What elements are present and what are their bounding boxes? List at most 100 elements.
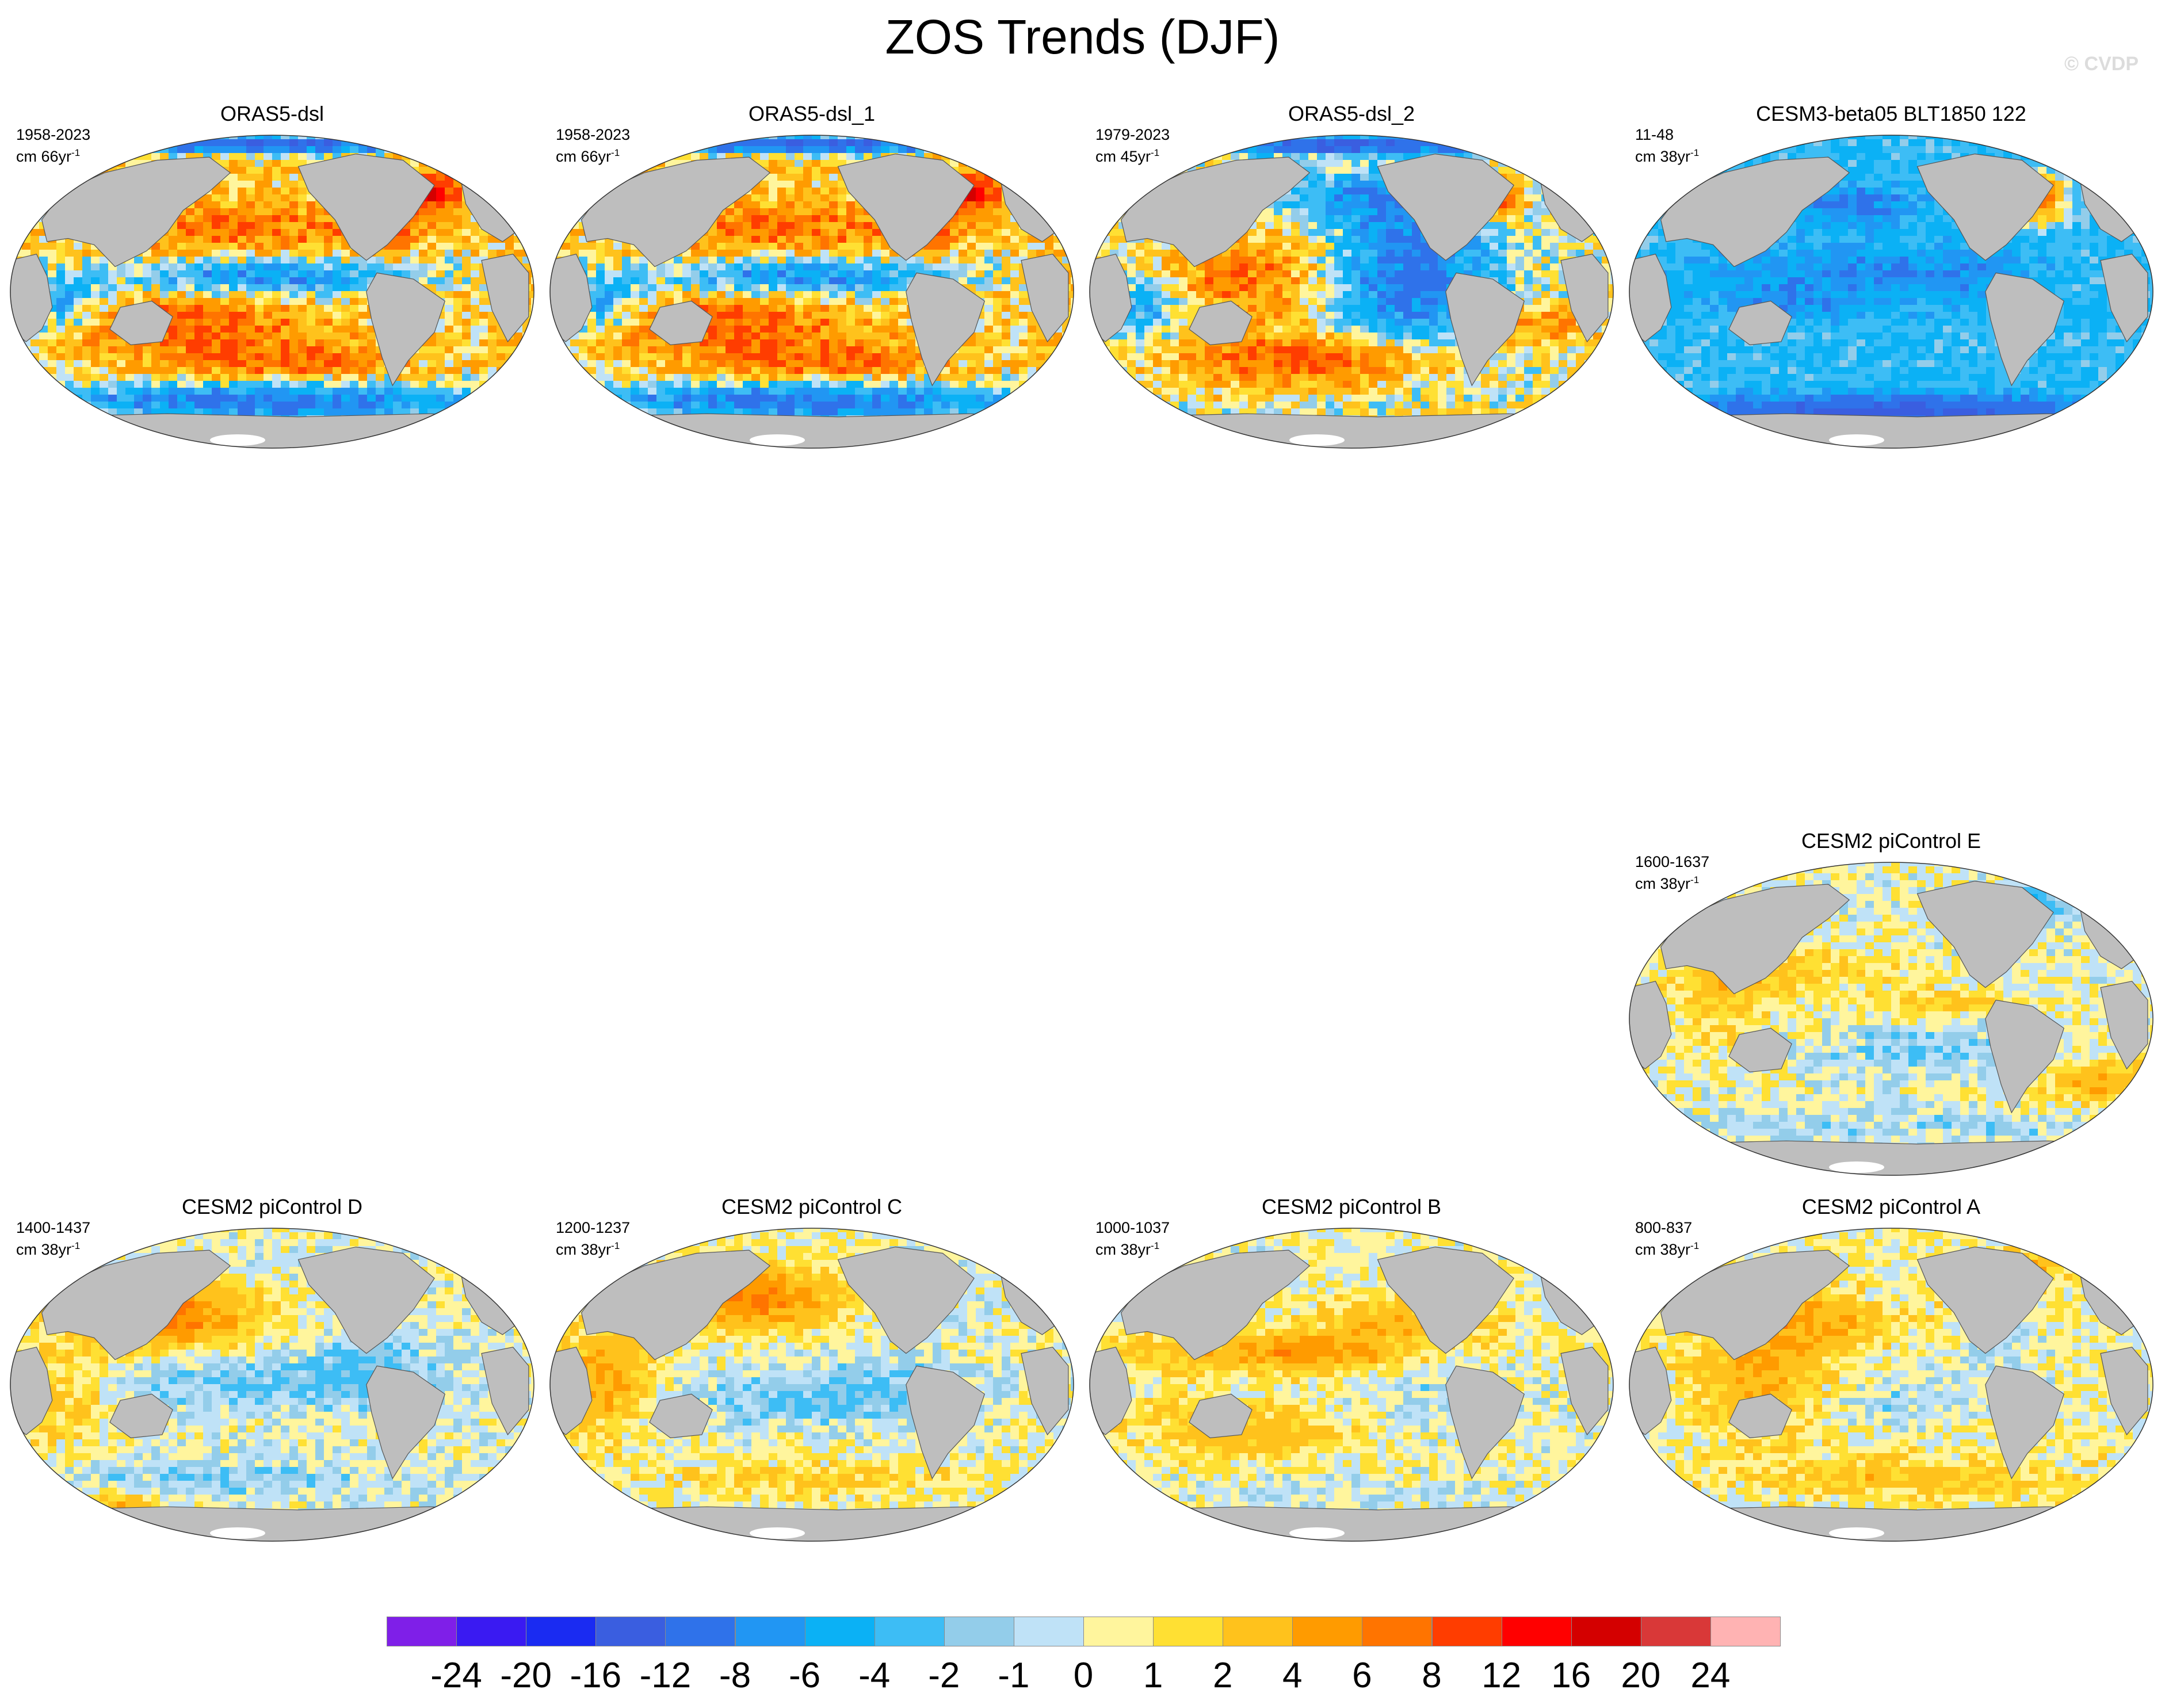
landmass-asia	[581, 1250, 771, 1361]
colorbar-swatch	[1571, 1617, 1641, 1646]
landmass-samerica	[1985, 1365, 2065, 1480]
trend-map	[1089, 135, 1614, 449]
landmass-antarctica	[1655, 1140, 2128, 1175]
colorbar-swatch	[1501, 1617, 1572, 1646]
colorbar-swatch	[665, 1617, 736, 1646]
map-border	[549, 1228, 1074, 1542]
panel-years: 1958-2023	[16, 125, 90, 144]
landmass-samerica	[366, 1365, 446, 1480]
colorbar-swatch	[735, 1617, 805, 1646]
colorbar-tick-label: -1	[982, 1656, 1045, 1696]
landmass-samerica	[1985, 999, 2065, 1114]
landmass-antarctica	[1115, 1506, 1588, 1541]
landmass-asia	[1660, 156, 1850, 268]
landmass-africa2	[1560, 1347, 1609, 1436]
map-panel-cesm2-picontrol-d: CESM2 piControl D 1400-1437 cm 38yr-1	[5, 1194, 540, 1551]
ice-shelf	[210, 1527, 265, 1539]
landmass-antarctica	[36, 413, 509, 448]
map-border	[10, 135, 534, 449]
ocean-trend-field	[550, 135, 1074, 448]
colorbar-swatch	[944, 1617, 1014, 1646]
colorbar-swatch	[526, 1617, 597, 1646]
trend-map	[1629, 135, 2153, 449]
landmass-samerica	[1445, 272, 1525, 387]
colorbar-tick-label: 1	[1121, 1656, 1185, 1696]
colorbar-tick-label: 20	[1609, 1656, 1673, 1696]
panel-years: 1400-1437	[16, 1218, 90, 1237]
landmass-namerica	[297, 153, 435, 261]
landmass-namerica	[1916, 1246, 2054, 1354]
ice-shelf	[750, 1527, 805, 1539]
landmass-samerica	[366, 272, 446, 387]
ocean-trend-field	[1629, 1228, 2153, 1541]
panel-title: ORAS5-dsl	[5, 101, 540, 127]
ice-shelf	[1829, 434, 1884, 446]
landmass-africa2	[481, 1347, 529, 1436]
colorbar-swatch	[1640, 1617, 1711, 1646]
landmass-australia	[1728, 1027, 1792, 1073]
panel-units: cm 66yr-1	[556, 144, 620, 166]
figure-title: ZOS Trends (DJF)	[0, 8, 2165, 66]
colorbar-tick-label: 24	[1679, 1656, 1742, 1696]
map-panel-cesm2-picontrol-c: CESM2 piControl C 1200-1237 cm 38yr-1	[544, 1194, 1079, 1551]
colorbar-tick-label: 8	[1400, 1656, 1464, 1696]
map-panel-oras5-dsl-1: ORAS5-dsl_1 1958-2023 cm 66yr-1	[544, 101, 1079, 458]
ocean-trend-field	[1090, 1228, 1613, 1541]
panel-units: cm 38yr-1	[1095, 1237, 1159, 1259]
ice-shelf	[1289, 1527, 1345, 1539]
ice-shelf	[210, 434, 265, 446]
ice-shelf	[1829, 1161, 1884, 1173]
colorbar-swatch	[1153, 1617, 1224, 1646]
colorbar-swatch	[1223, 1617, 1293, 1646]
landmass-australia	[1728, 300, 1792, 346]
ocean-trend-field	[1629, 135, 2153, 448]
colorbar-swatch	[1431, 1617, 1502, 1646]
landmass-antarctica	[1655, 1506, 2128, 1541]
map-border	[1089, 1228, 1614, 1542]
landmass-asia	[41, 156, 231, 268]
panel-title: CESM2 piControl C	[544, 1194, 1079, 1220]
colorbar-swatch	[874, 1617, 945, 1646]
colorbar-tick-label: 2	[1191, 1656, 1254, 1696]
ice-shelf	[1829, 1527, 1884, 1539]
trend-map	[549, 135, 1074, 449]
landmass-namerica	[837, 1246, 975, 1354]
landmass-samerica	[906, 272, 986, 387]
landmass-antarctica	[1115, 413, 1588, 448]
landmass-namerica	[1377, 1246, 1514, 1354]
panel-title: CESM2 piControl D	[5, 1194, 540, 1220]
landmass-asia	[1120, 1250, 1311, 1361]
ocean-trend-field	[1090, 135, 1613, 448]
landmass-asia	[1660, 1250, 1850, 1361]
colorbar-tick-label: 0	[1052, 1656, 1115, 1696]
landmass-asia	[41, 1250, 231, 1361]
panel-years: 1600-1637	[1635, 853, 1709, 871]
landmass-antarctica	[575, 413, 1048, 448]
cvdp-watermark: © CVDP	[2064, 53, 2139, 75]
colorbar-tick-label: -8	[704, 1656, 767, 1696]
landmass-namerica	[1916, 880, 2054, 988]
colorbar: -24 -20 -16 -12 -8 -6 -4 -2 -1 0 1 2 4 6 8 12 16 20 24	[0, 1617, 2165, 1703]
map-panel-oras5-dsl: ORAS5-dsl 1958-2023 cm 66yr-1	[5, 101, 540, 458]
colorbar-tick-label: 16	[1540, 1656, 1603, 1696]
panel-units: cm 38yr-1	[1635, 871, 1699, 893]
landmass-antarctica	[1655, 413, 2128, 448]
colorbar-tick-label: -16	[564, 1656, 627, 1696]
panel-years: 1958-2023	[556, 125, 630, 144]
panel-title: CESM2 piControl E	[1624, 828, 2159, 854]
map-border	[1629, 1228, 2153, 1542]
ocean-trend-field	[10, 135, 534, 448]
landmass-samerica	[1985, 272, 2065, 387]
trend-map	[1629, 1228, 2153, 1542]
colorbar-swatch	[804, 1617, 875, 1646]
landmass-samerica	[906, 1365, 986, 1480]
trend-map	[10, 135, 534, 449]
landmass-australia	[109, 300, 173, 346]
landmass-namerica	[837, 153, 975, 261]
colorbar-swatch	[1013, 1617, 1084, 1646]
landmass-australia	[649, 300, 713, 346]
colorbar-tick-label: -24	[425, 1656, 488, 1696]
colorbar-tick-label: -4	[843, 1656, 906, 1696]
ice-shelf	[750, 434, 805, 446]
map-panel-cesm3-beta05: CESM3-beta05 BLT1850 122 11-48 cm 38yr-1	[1624, 101, 2159, 458]
